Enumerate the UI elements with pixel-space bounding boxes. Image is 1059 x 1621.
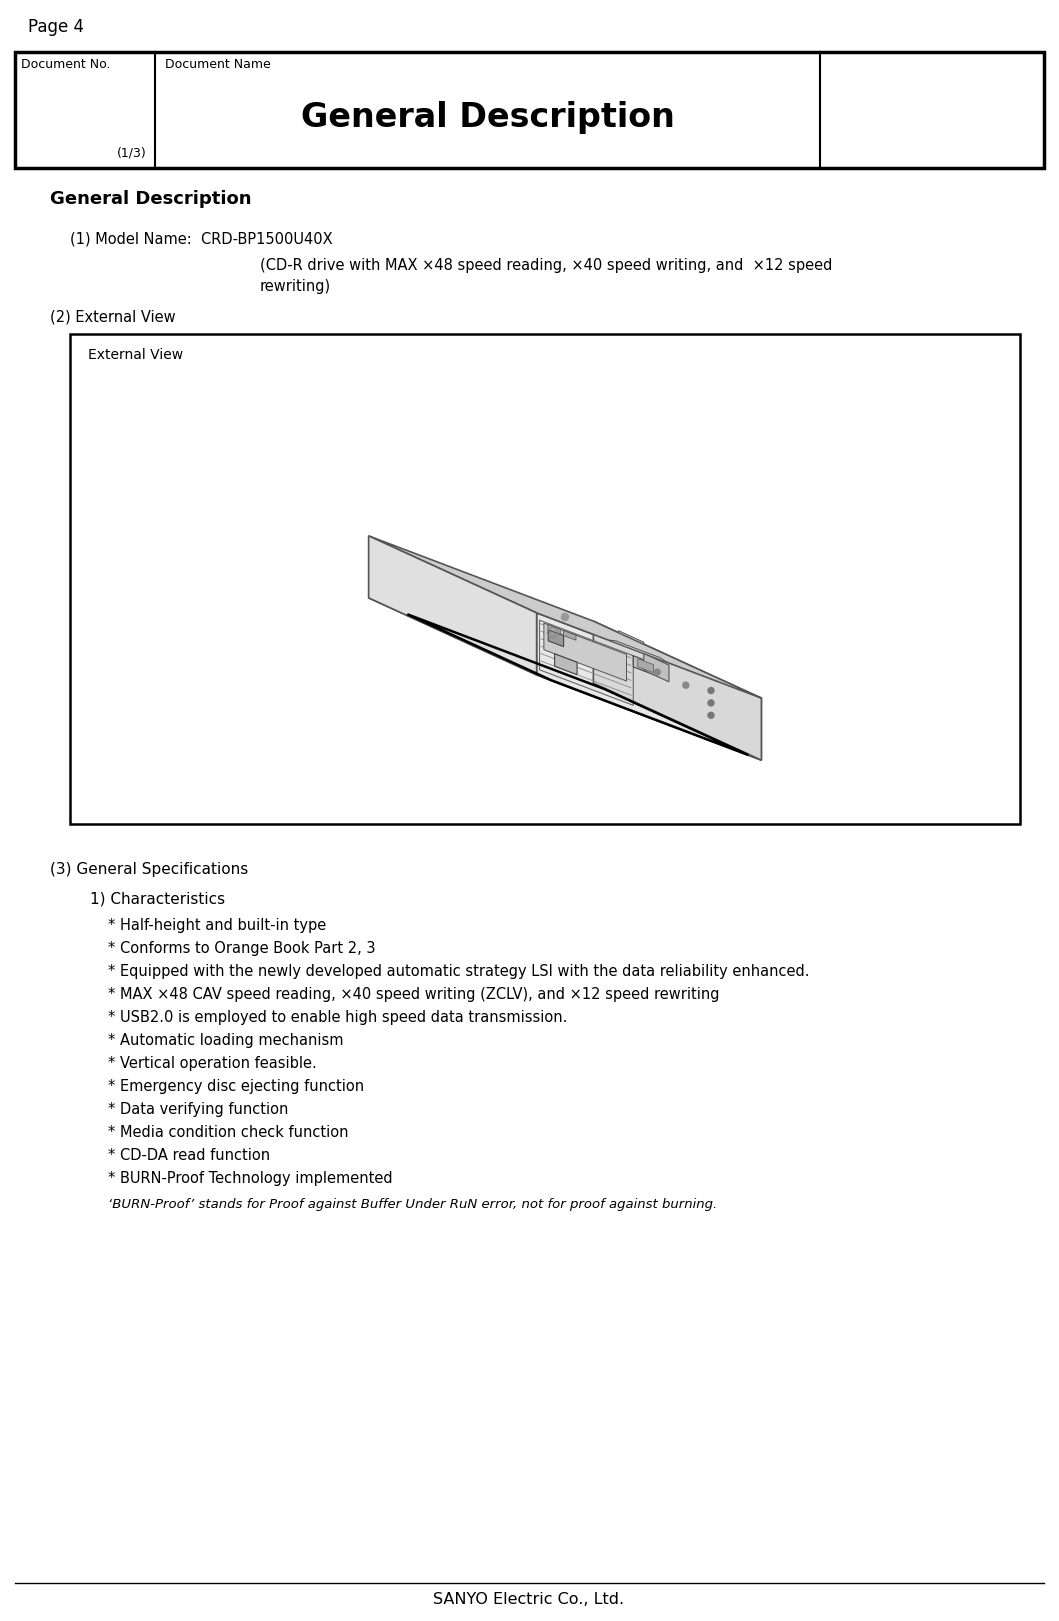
Text: (1) Model Name:  CRD-BP1500U40X: (1) Model Name: CRD-BP1500U40X — [70, 232, 333, 246]
Text: * USB2.0 is employed to enable high speed data transmission.: * USB2.0 is employed to enable high spee… — [108, 1010, 568, 1024]
Bar — [70, 334, 1020, 823]
Text: * Conforms to Orange Book Part 2, 3: * Conforms to Orange Book Part 2, 3 — [108, 942, 376, 956]
Text: (3) General Specifications: (3) General Specifications — [50, 862, 248, 877]
Polygon shape — [555, 653, 577, 674]
Bar — [15, 52, 1044, 169]
Polygon shape — [638, 658, 653, 673]
Polygon shape — [593, 621, 761, 760]
Polygon shape — [369, 537, 537, 674]
Text: * Half-height and built-in type: * Half-height and built-in type — [108, 917, 326, 934]
Polygon shape — [633, 657, 658, 676]
Text: * CD-DA read function: * CD-DA read function — [108, 1148, 270, 1162]
Text: * Emergency disc ejecting function: * Emergency disc ejecting function — [108, 1080, 364, 1094]
Polygon shape — [548, 624, 560, 634]
Text: * Equipped with the newly developed automatic strategy LSI with the data reliabi: * Equipped with the newly developed auto… — [108, 964, 809, 979]
Polygon shape — [644, 653, 669, 682]
Polygon shape — [369, 598, 761, 760]
Polygon shape — [609, 640, 667, 663]
Text: ‘BURN-Proof’ stands for Proof against Buffer Under RuN error, not for proof agai: ‘BURN-Proof’ stands for Proof against Bu… — [108, 1198, 717, 1211]
Circle shape — [683, 682, 688, 689]
Text: (CD-R drive with MAX ×48 speed reading, ×40 speed writing, and  ×12 speed: (CD-R drive with MAX ×48 speed reading, … — [261, 258, 832, 272]
Circle shape — [561, 613, 569, 621]
Text: Document No.: Document No. — [21, 58, 110, 71]
Text: * BURN-Proof Technology implemented: * BURN-Proof Technology implemented — [108, 1170, 393, 1187]
Polygon shape — [544, 622, 627, 681]
Text: * Automatic loading mechanism: * Automatic loading mechanism — [108, 1033, 343, 1049]
Text: General Description: General Description — [301, 102, 675, 135]
Text: * MAX ×48 CAV speed reading, ×40 speed writing (ZCLV), and ×12 speed rewriting: * MAX ×48 CAV speed reading, ×40 speed w… — [108, 987, 719, 1002]
Text: (2) External View: (2) External View — [50, 310, 176, 324]
Polygon shape — [537, 613, 761, 760]
Circle shape — [654, 669, 660, 674]
Text: * Media condition check function: * Media condition check function — [108, 1125, 348, 1140]
Text: * Data verifying function: * Data verifying function — [108, 1102, 288, 1117]
Text: SANYO Electric Co., Ltd.: SANYO Electric Co., Ltd. — [433, 1592, 625, 1606]
Text: Document Name: Document Name — [165, 58, 271, 71]
Circle shape — [708, 687, 714, 694]
Text: rewriting): rewriting) — [261, 279, 331, 293]
Polygon shape — [549, 629, 563, 647]
Text: General Description: General Description — [50, 190, 251, 207]
Polygon shape — [563, 631, 576, 640]
Circle shape — [708, 712, 714, 718]
Text: External View: External View — [88, 349, 183, 361]
Polygon shape — [618, 631, 644, 644]
Circle shape — [708, 700, 714, 705]
Text: Page 4: Page 4 — [28, 18, 84, 36]
Polygon shape — [369, 537, 761, 699]
Text: 1) Characteristics: 1) Characteristics — [90, 892, 226, 908]
Text: * Vertical operation feasible.: * Vertical operation feasible. — [108, 1055, 317, 1071]
Text: (1/3): (1/3) — [118, 148, 147, 160]
